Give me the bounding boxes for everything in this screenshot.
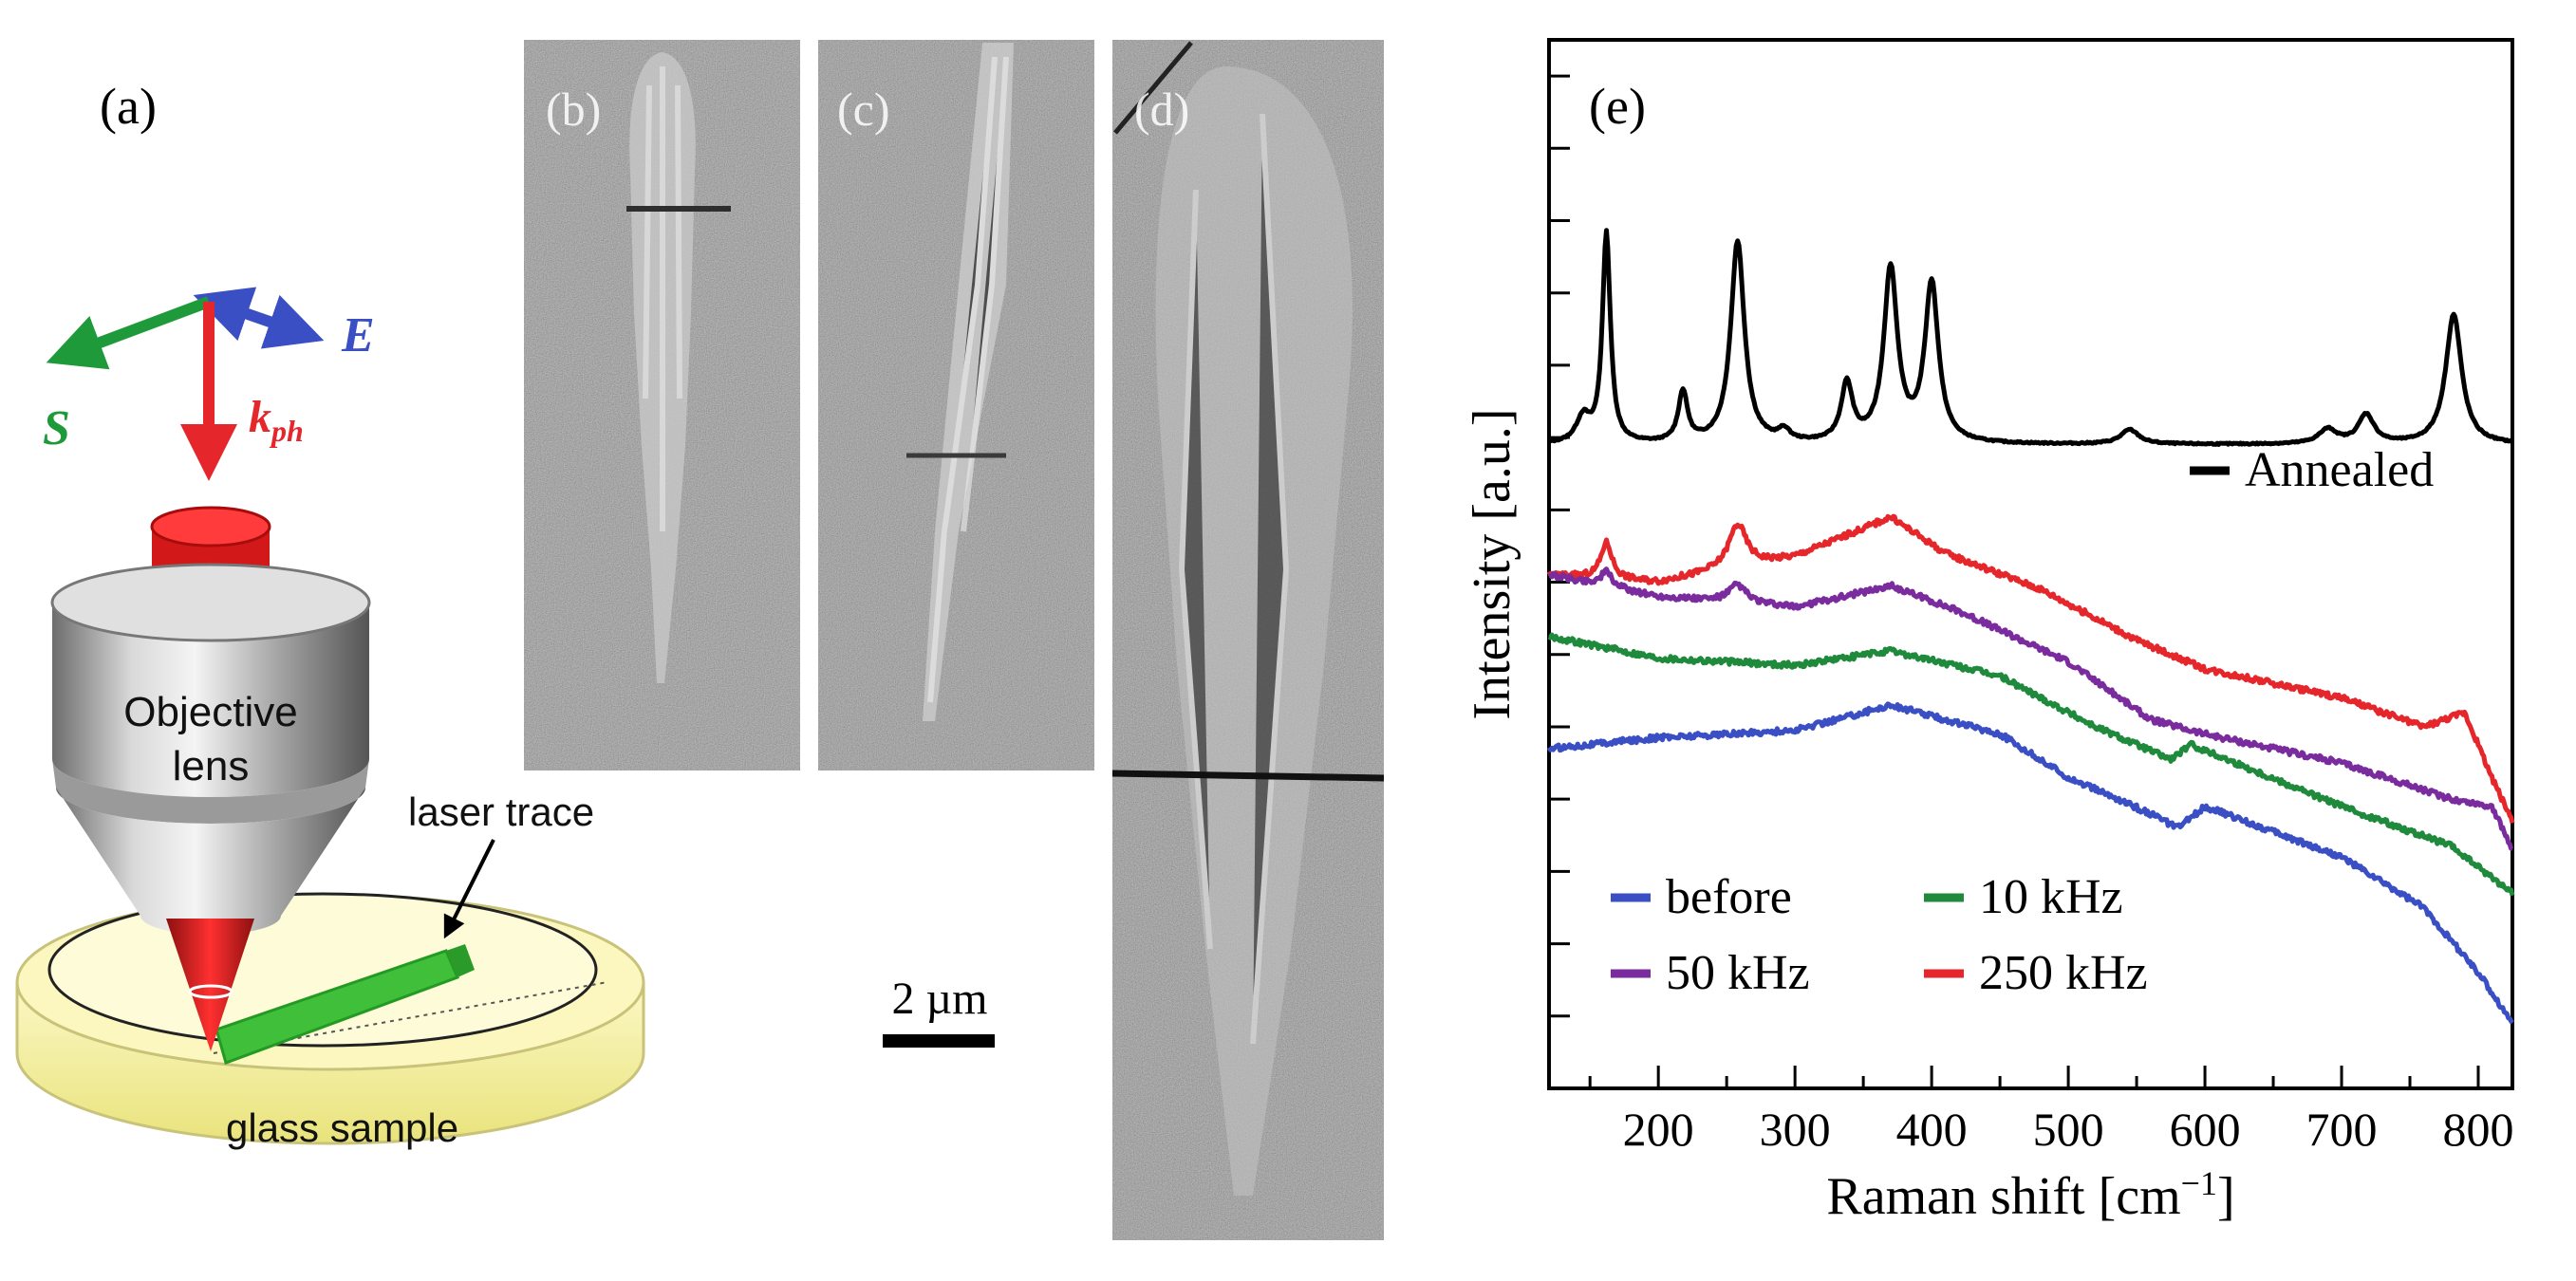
glass-sample-label: glass sample <box>226 1105 458 1150</box>
panel-d-label: (d) <box>1134 83 1189 136</box>
s-vector-arrow <box>46 296 212 370</box>
legend-label: before <box>1666 870 1792 924</box>
y-axis-label: Intensity [a.u.] <box>1463 408 1521 719</box>
series-line-annealed <box>1547 228 2514 447</box>
series-line-10-khz <box>1547 632 2515 897</box>
x-tick-label: 300 <box>1760 1103 1831 1156</box>
objective-lens: Objective lens <box>50 506 371 935</box>
scale-bar-label: 2 µm <box>892 974 988 1024</box>
legend: Annealed before 10 kHz 50 kHz 250 kHz <box>1611 443 2434 1000</box>
objective-label-line1: Objective <box>123 689 297 735</box>
scale-bar <box>883 1034 995 1048</box>
legend-label: 50 kHz <box>1666 946 1810 1000</box>
series-line-before <box>1546 701 2514 1025</box>
y-ticks <box>1549 74 1570 1018</box>
legend-label: 250 kHz <box>1979 946 2148 1000</box>
x-tick-label: 200 <box>1623 1103 1694 1156</box>
series-group <box>1546 228 2515 1025</box>
x-axis-label: Raman shift [cm−1] <box>1826 1164 2234 1226</box>
objective-label-line2: lens <box>173 743 250 789</box>
x-tick-label: 700 <box>2306 1103 2378 1156</box>
panel-d: (d) <box>1111 40 1385 1240</box>
panel-a-label: (a) <box>100 78 157 135</box>
panel-b: (b) <box>524 40 800 770</box>
raman-chart: 200 300 400 500 600 700 800 (e) Raman shift [c… <box>1463 38 2515 1226</box>
panel-c-label: (c) <box>837 83 890 136</box>
series-line-250-khz <box>1546 513 2515 824</box>
panel-e-label: (e) <box>1589 78 1646 135</box>
e-field-arrow <box>193 287 325 349</box>
panel-b-label: (b) <box>546 83 601 136</box>
panel-a: (a) E S kph Objective lens <box>15 78 645 1150</box>
laser-trace-pointer <box>443 839 495 939</box>
x-tick-label: 600 <box>2170 1103 2241 1156</box>
x-tick-label: 400 <box>1896 1103 1968 1156</box>
laser-trace-label: laser trace <box>408 789 594 834</box>
e-label: E <box>341 308 375 362</box>
s-label: S <box>43 401 70 455</box>
x-ticks: 200 300 400 500 600 700 800 <box>1588 1066 2514 1156</box>
x-tick-label: 800 <box>2443 1103 2514 1156</box>
x-tick-label: 500 <box>2033 1103 2104 1156</box>
k-label: kph <box>249 392 304 448</box>
series-line-50-khz <box>1547 566 2514 852</box>
panel-c: (c) <box>818 40 1094 770</box>
plot-frame <box>1547 38 2514 1090</box>
legend-label: 10 kHz <box>1979 870 2123 924</box>
legend-label: Annealed <box>2245 443 2434 497</box>
